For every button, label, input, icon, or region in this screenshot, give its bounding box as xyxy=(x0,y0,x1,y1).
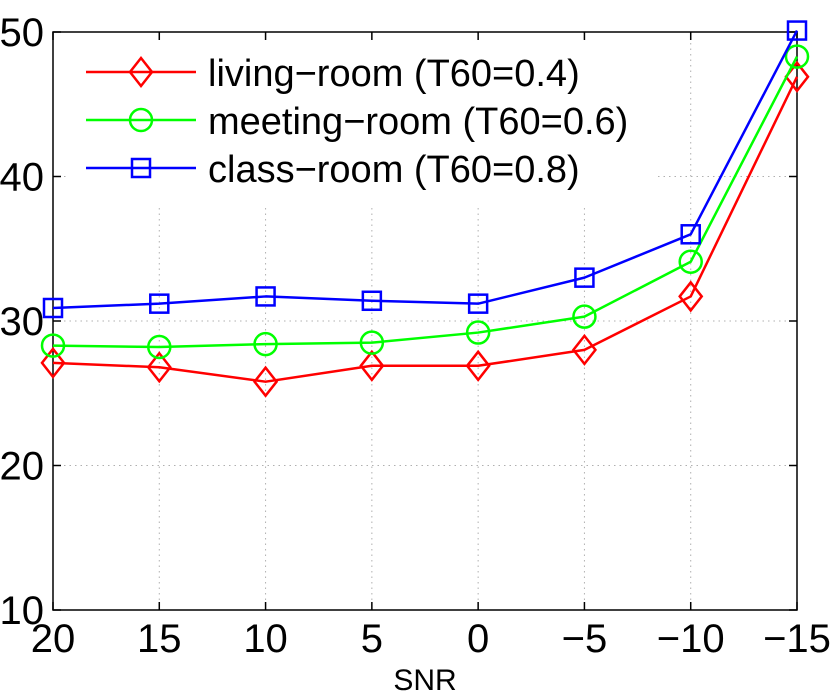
series-line xyxy=(52,55,799,349)
legend-label: living−room (T60=0.4) xyxy=(208,53,580,95)
data-point-square xyxy=(149,293,170,314)
x-tick-label: 15 xyxy=(137,617,182,661)
x-tick-label: 0 xyxy=(467,617,489,661)
data-point-square xyxy=(42,297,64,319)
series-line xyxy=(52,29,799,310)
x-tick-label: 20 xyxy=(31,617,76,661)
data-point-square xyxy=(467,293,489,314)
y-tick-label: 40 xyxy=(0,156,44,200)
data-point-square xyxy=(786,20,808,41)
x-tick-label: 5 xyxy=(361,617,383,661)
legend-label: meeting−room (T60=0.6) xyxy=(208,101,628,143)
data-point-diamond xyxy=(465,349,491,382)
legend-marker-diamond xyxy=(128,55,154,89)
x-axis-label: SNR xyxy=(393,664,456,697)
series-group xyxy=(40,20,810,398)
series-2 xyxy=(40,44,810,360)
data-point-square xyxy=(574,267,595,288)
data-point-square xyxy=(361,290,383,312)
data-point-diamond xyxy=(359,349,385,382)
data-point-diamond xyxy=(252,365,279,398)
legend-background xyxy=(66,40,658,204)
x-tick-label: −10 xyxy=(657,617,725,661)
data-point-circle xyxy=(784,44,810,69)
data-point-diamond xyxy=(571,333,598,366)
data-point-circle xyxy=(40,333,66,358)
series-line xyxy=(52,76,799,383)
data-point-diamond xyxy=(678,280,704,313)
x-tick-label: −5 xyxy=(562,617,608,661)
data-point-circle xyxy=(253,331,278,357)
series-3 xyxy=(42,20,808,319)
data-point-square xyxy=(255,286,276,307)
data-point-circle xyxy=(572,304,597,329)
data-point-circle xyxy=(678,249,703,275)
y-tick-label: 10 xyxy=(0,589,44,633)
legend-marker-circle xyxy=(128,107,154,133)
x-tick-label: −15 xyxy=(763,617,830,661)
legend: living−room (T60=0.4) meeting−room (T60=0… xyxy=(66,40,658,204)
data-point-circle xyxy=(359,330,385,355)
y-tick-label: 50 xyxy=(0,11,44,55)
legend-label: class−room (T60=0.8) xyxy=(208,149,580,191)
data-point-square xyxy=(680,224,701,245)
legend-marker-square xyxy=(130,157,152,179)
x-tick-label: 10 xyxy=(243,617,288,661)
data-point-circle xyxy=(147,334,172,360)
data-point-diamond xyxy=(146,351,172,384)
data-point-circle xyxy=(465,320,491,345)
data-point-diamond xyxy=(40,346,66,379)
y-tick-label: 20 xyxy=(0,445,44,489)
y-tick-label: 30 xyxy=(0,300,44,344)
